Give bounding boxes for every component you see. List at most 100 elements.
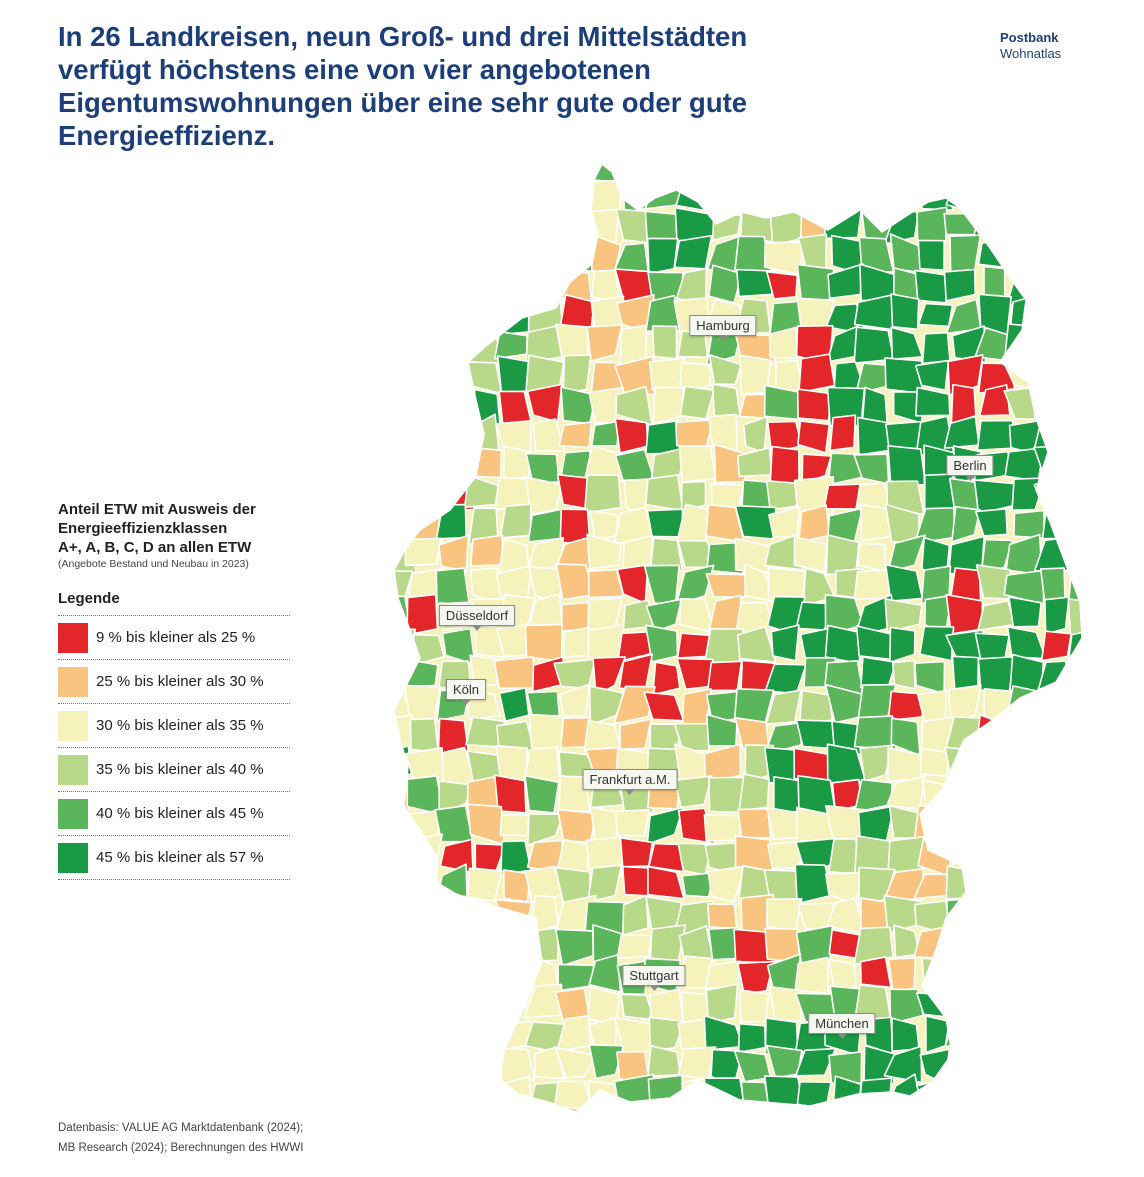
district-region <box>977 1073 1017 1112</box>
district-region <box>650 446 687 484</box>
district-region <box>737 807 772 839</box>
district-region <box>763 164 802 183</box>
district-region <box>887 957 917 994</box>
district-region <box>708 776 745 814</box>
legend-title-1: Anteil ETW mit Ausweis der <box>58 501 256 518</box>
district-region <box>471 957 501 994</box>
district-region <box>1102 842 1110 871</box>
district-region <box>646 806 684 846</box>
district-region <box>619 718 653 750</box>
district-region <box>979 985 1015 1024</box>
district-region <box>467 1022 505 1055</box>
district-region <box>394 925 416 964</box>
district-region <box>403 1014 446 1056</box>
district-region <box>553 207 589 241</box>
district-region <box>887 690 926 722</box>
district-region <box>712 174 744 214</box>
district-region <box>798 689 833 726</box>
district-region <box>405 443 445 479</box>
district-region <box>433 1110 471 1112</box>
district-region <box>405 357 446 395</box>
district-region <box>554 987 591 1024</box>
district-region <box>463 1046 507 1080</box>
district-region <box>944 812 984 844</box>
district-region <box>502 445 533 483</box>
district-region <box>434 452 469 484</box>
legend-item-label: 25 % bis kleiner als 30 % <box>96 673 264 690</box>
district-region <box>951 164 981 182</box>
district-region <box>466 274 506 301</box>
district-region <box>394 514 417 540</box>
district-region <box>1034 387 1076 423</box>
district-region <box>1072 990 1082 1026</box>
district-region <box>1010 204 1045 243</box>
district-region <box>1041 716 1074 756</box>
district-region <box>1039 837 1074 875</box>
legend-item: 40 % bis kleiner als 45 % <box>58 792 290 836</box>
district-region <box>978 776 1017 815</box>
district-region <box>1038 1045 1074 1086</box>
district-region <box>1101 955 1110 992</box>
district-region <box>708 264 743 304</box>
district-region <box>706 541 745 575</box>
district-region <box>976 419 1015 451</box>
district-region <box>889 626 916 664</box>
district-region <box>945 1083 987 1112</box>
district-region <box>404 961 440 989</box>
district-region <box>1036 1105 1069 1112</box>
district-region <box>885 164 924 180</box>
legend: Anteil ETW mit Ausweis der Energieeffizi… <box>58 500 290 880</box>
district-region <box>1041 164 1073 184</box>
district-region <box>405 925 446 966</box>
district-region <box>1064 536 1082 571</box>
district-region <box>975 714 1015 755</box>
district-region <box>914 269 950 304</box>
district-region <box>556 808 597 844</box>
district-region <box>1096 688 1110 725</box>
district-region <box>1070 1073 1082 1112</box>
district-region <box>1096 1079 1110 1112</box>
district-region <box>440 956 477 996</box>
district-region <box>586 533 622 570</box>
district-region <box>614 1114 649 1130</box>
district-region <box>467 164 506 185</box>
district-region <box>973 812 1016 837</box>
district-region <box>524 178 567 210</box>
district-region <box>1034 809 1069 846</box>
district-region <box>644 474 684 512</box>
legend-swatch <box>58 754 88 785</box>
district-region <box>763 384 806 421</box>
district-region <box>1067 505 1082 547</box>
legend-item: 30 % bis kleiner als 35 % <box>58 704 290 748</box>
district-region <box>493 656 537 690</box>
district-region <box>433 210 476 246</box>
district-region <box>1010 1043 1045 1086</box>
district-region <box>1101 301 1110 331</box>
district-region <box>802 174 836 211</box>
district-region <box>1068 360 1082 397</box>
district-region <box>1063 774 1082 816</box>
district-region <box>499 813 530 837</box>
district-region <box>470 178 506 213</box>
district-region <box>705 983 739 1024</box>
district-region <box>1007 174 1043 216</box>
source-line-2: MB Research (2024); Berechnungen des HWW… <box>58 1142 304 1154</box>
district-region <box>706 660 743 692</box>
district-region <box>1037 205 1076 244</box>
district-region <box>864 173 897 216</box>
district-region <box>394 987 407 1019</box>
district-region <box>394 296 413 331</box>
district-region <box>734 504 777 540</box>
district-region <box>433 895 474 932</box>
district-region <box>394 1073 415 1112</box>
district-region <box>707 865 747 903</box>
district-region <box>883 1108 924 1112</box>
district-region <box>1008 811 1044 838</box>
data-source: Datenbasis: VALUE AG Marktdatenbank (202… <box>58 1118 303 1158</box>
legend-item: 45 % bis kleiner als 57 % <box>58 836 290 880</box>
district-region <box>1005 1077 1046 1106</box>
district-region <box>793 164 835 181</box>
district-region <box>735 174 772 213</box>
district-region <box>1010 897 1046 935</box>
district-region <box>588 1044 625 1080</box>
